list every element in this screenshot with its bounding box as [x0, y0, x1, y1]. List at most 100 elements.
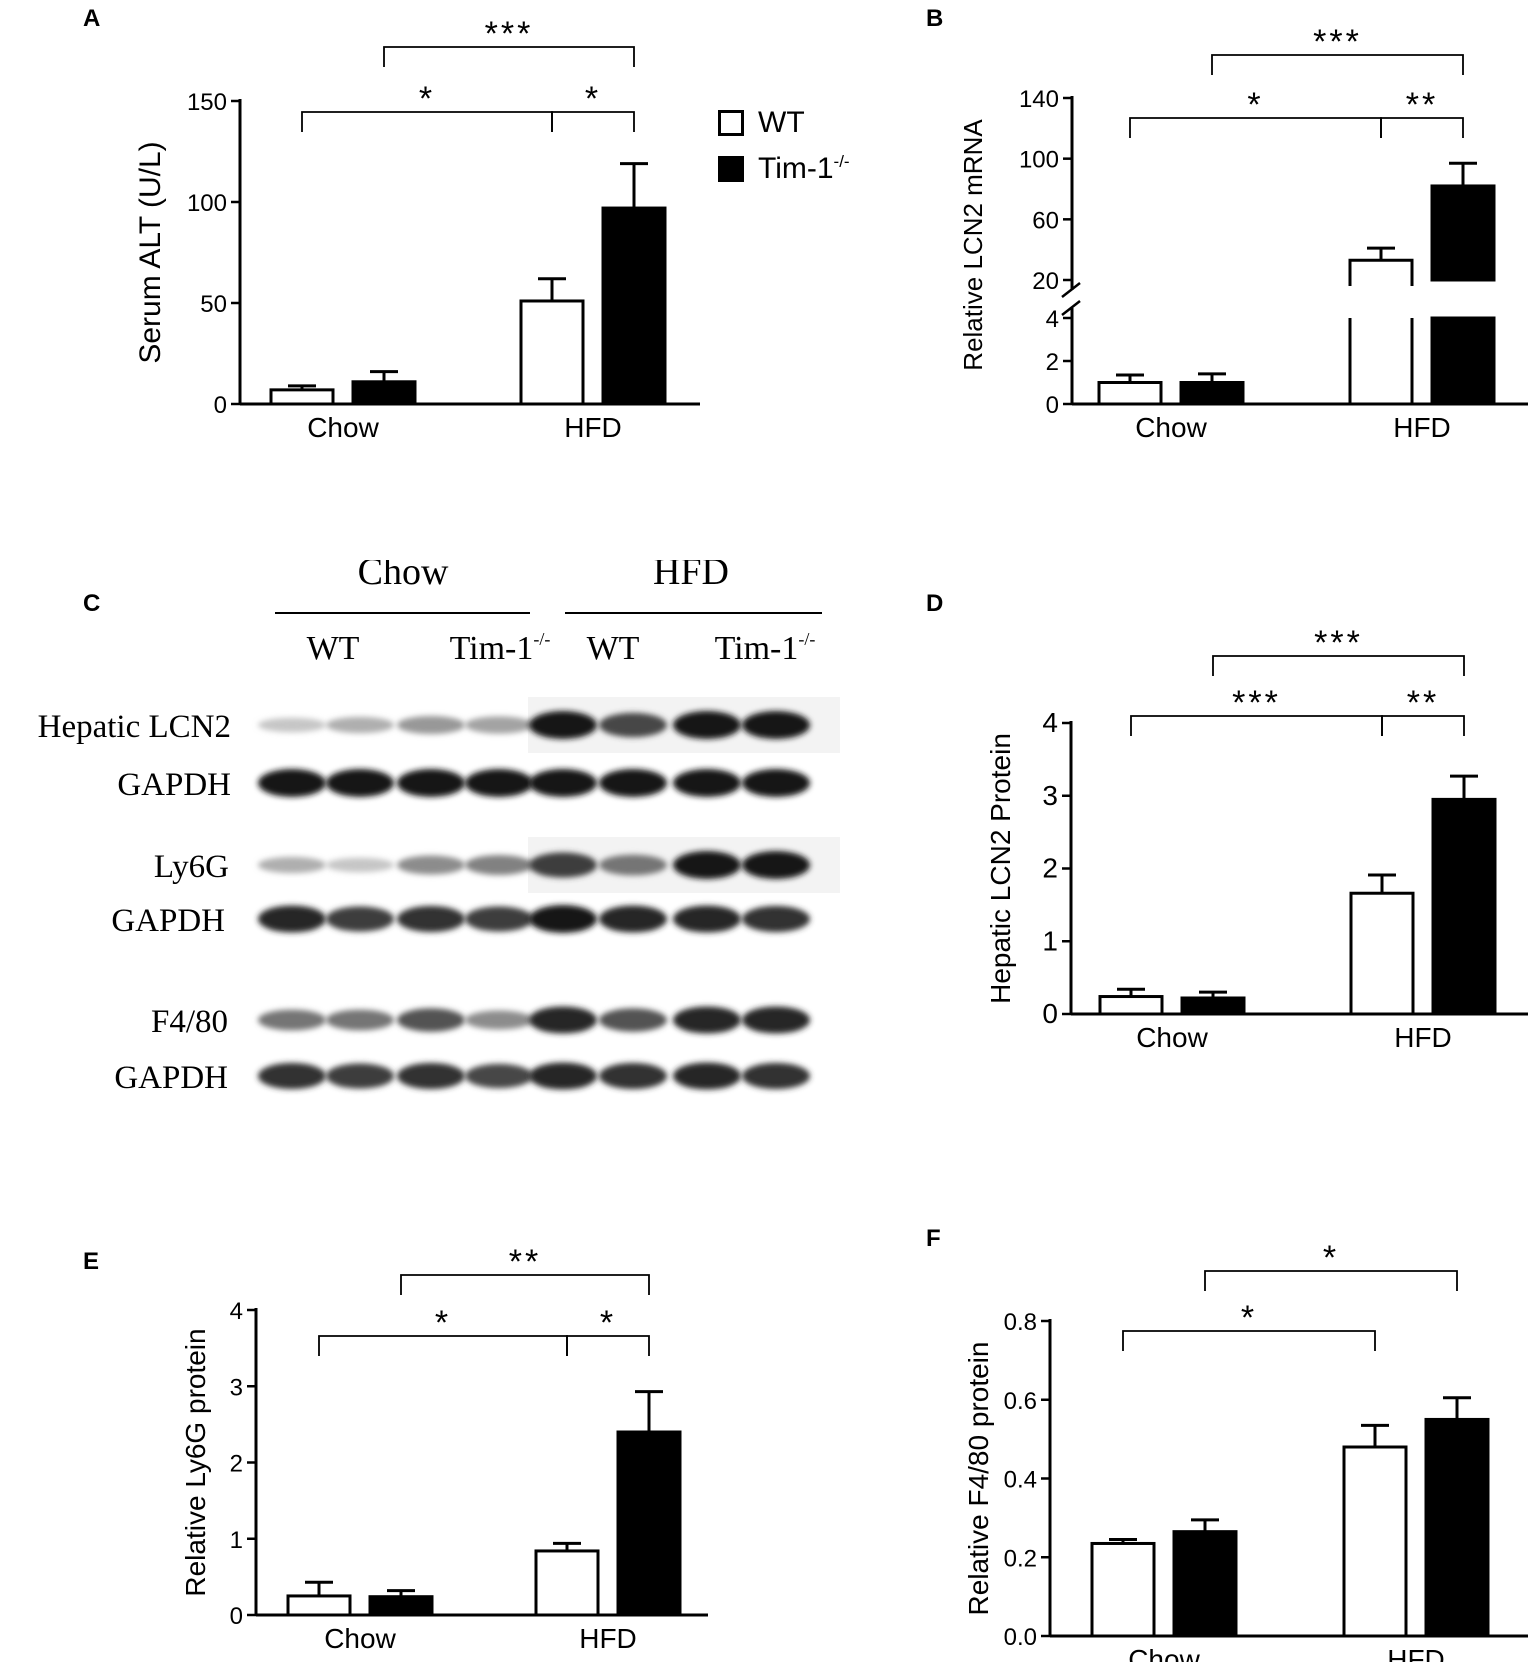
- bar-wt-hfd: [519, 299, 585, 406]
- blot-band-hepatic-lcn2-lane-7: [673, 711, 741, 739]
- blot-lane-label-tim1-sup: -/-: [533, 629, 550, 649]
- blot-lane-label-tim1-base: Tim-1: [450, 630, 534, 667]
- blot-band-gapdh-lane-8: [742, 769, 810, 797]
- blot-lane-label-wt: WT: [587, 630, 640, 667]
- bar-wt-chow: [1090, 1541, 1156, 1638]
- bar-lower-wt-hfd: [1348, 318, 1414, 404]
- significance-bracket: [1122, 1330, 1376, 1351]
- significance-label: ***: [1232, 684, 1281, 722]
- panel-letter-e: E: [83, 1248, 100, 1275]
- blot-band-f4-80-lane-1: [258, 1009, 326, 1031]
- legend-swatch-wt: [718, 110, 744, 136]
- bar-wt-chow: [286, 1594, 352, 1617]
- bar-tim-1-hfd: [1431, 797, 1497, 1016]
- y-tick-label: 4: [1046, 306, 1059, 333]
- y-tick-label: 2: [1042, 853, 1058, 884]
- bar-tim-1-chow: [1179, 381, 1245, 406]
- blot-band-ly6g-lane-2: [326, 857, 394, 873]
- chart-f-f480-protein: 0.0 0.2 0.4 0.6 0.8 Relative F4/80 protein Cho…: [963, 1239, 1528, 1662]
- axis-break-mark: [1061, 300, 1081, 316]
- blot-band-gapdh-lane-7: [673, 769, 741, 797]
- significance-bracket: [383, 46, 635, 67]
- y-tick-label: 1: [230, 1527, 243, 1554]
- blot-row-label-gapdh: GAPDH: [114, 1060, 228, 1096]
- x-category-label-chow: Chow: [307, 412, 379, 443]
- blot-band-gapdh-lane-5: [529, 1062, 597, 1090]
- blot-group-label-hfd: HFD: [653, 560, 729, 593]
- blot-band-gapdh-lane-3: [397, 769, 465, 797]
- blot-band-gapdh-lane-2: [326, 1063, 394, 1089]
- bar-tim-1-hfd: [601, 206, 667, 406]
- legend-item-tim1: Tim-1-/-: [718, 152, 850, 186]
- blot-band-gapdh-lane-1: [258, 769, 326, 797]
- y-tick-label: 100: [1019, 147, 1059, 174]
- bar-tim-1-chow: [351, 380, 417, 406]
- blot-band-gapdh-lane-5: [529, 769, 597, 797]
- significance-bracket: [1212, 655, 1465, 676]
- blot-band-gapdh-lane-2: [326, 906, 394, 932]
- bar-tim-1-chow: [1180, 996, 1246, 1016]
- bar-wt-chow: [1098, 995, 1164, 1016]
- significance-label: *: [419, 80, 435, 118]
- panel-letter-c: C: [83, 590, 101, 617]
- blot-band-gapdh-lane-6: [599, 769, 667, 797]
- blot-band-gapdh-lane-7: [673, 905, 741, 933]
- blot-band-gapdh-lane-1: [258, 905, 326, 933]
- blot-band-ly6g-lane-1: [258, 856, 326, 874]
- blot-row-label-ly6g: Ly6G: [154, 849, 229, 885]
- x-category-label-hfd: HFD: [1393, 412, 1451, 443]
- blot-band-gapdh-lane-3: [397, 905, 465, 933]
- x-category-label-chow: Chow: [324, 1623, 396, 1654]
- blot-band-gapdh-lane-1: [258, 1062, 326, 1090]
- y-tick-label: 0.8: [1004, 1309, 1037, 1336]
- blot-band-hepatic-lcn2-lane-3: [397, 715, 465, 735]
- blot-band-ly6g-lane-5: [529, 852, 597, 878]
- blot-band-ly6g-lane-3: [397, 855, 465, 875]
- blot-band-f4-80-lane-7: [673, 1006, 741, 1034]
- blot-band-gapdh-lane-5: [529, 905, 597, 933]
- significance-label: **: [1406, 86, 1438, 124]
- bar-wt-chow: [269, 388, 335, 406]
- blot-lane-label-wt: WT: [307, 630, 360, 667]
- y-tick-label: 140: [1019, 86, 1059, 113]
- x-category-label-hfd: HFD: [1394, 1022, 1452, 1053]
- blot-lane-label-tim1: Tim-1-/-: [450, 629, 551, 667]
- blot-band-gapdh-lane-8: [742, 1062, 810, 1090]
- y-tick-label: 3: [230, 1374, 243, 1401]
- blot-band-ly6g-lane-8: [742, 851, 810, 879]
- significance-bracket: [1204, 1270, 1458, 1291]
- y-axis-label: Relative LCN2 mRNA: [958, 119, 988, 371]
- y-tick-label: 1: [1042, 925, 1058, 956]
- x-category-label-chow: Chow: [1135, 412, 1207, 443]
- panel-letter-f: F: [926, 1225, 941, 1252]
- y-tick-label: 20: [1032, 268, 1059, 295]
- legend: WT Tim-1-/-: [718, 106, 918, 186]
- significance-label: **: [509, 1243, 541, 1281]
- y-tick-label: 50: [200, 291, 227, 318]
- significance-bracket: [1381, 715, 1465, 736]
- y-tick-label: 0: [230, 1603, 243, 1630]
- y-tick-label: 3: [1042, 780, 1058, 811]
- blot-band-gapdh-lane-3: [397, 1062, 465, 1090]
- significance-label: *: [600, 1304, 616, 1342]
- significance-label: *: [1247, 86, 1263, 124]
- blot-band-gapdh-lane-8: [742, 905, 810, 933]
- blot-band-f4-80-lane-4: [465, 1010, 533, 1030]
- y-axis-label: Relative F4/80 protein: [963, 1342, 994, 1616]
- bar-tim-1-chow: [1172, 1530, 1238, 1638]
- significance-label: ***: [1313, 23, 1362, 61]
- significance-label: ***: [1314, 624, 1363, 662]
- x-category-label-hfd: HFD: [564, 412, 622, 443]
- significance-bracket: [400, 1274, 650, 1295]
- bar-wt-hfd: [1349, 891, 1415, 1016]
- y-axis-label: Serum ALT (U/L): [134, 141, 167, 363]
- bar-upper-tim-1-hfd: [1430, 184, 1496, 282]
- blot-row-label-gapdh: GAPDH: [117, 767, 231, 803]
- blot-band-hepatic-lcn2-lane-1: [258, 717, 326, 733]
- blot-band-gapdh-lane-6: [599, 905, 667, 933]
- y-tick-label: 0.6: [1004, 1388, 1037, 1415]
